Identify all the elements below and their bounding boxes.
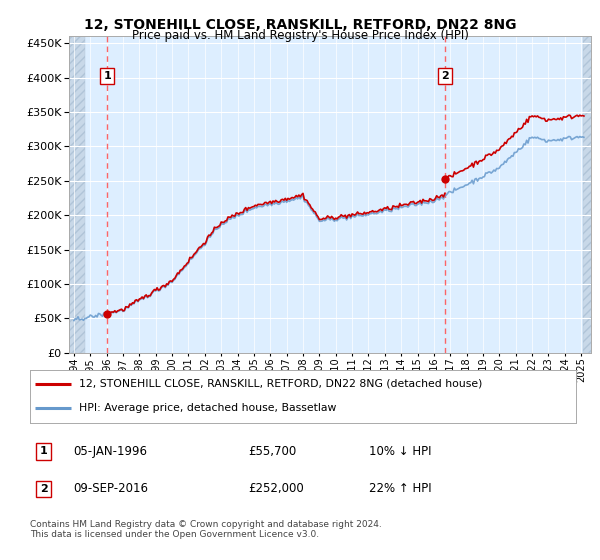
Text: 12, STONEHILL CLOSE, RANSKILL, RETFORD, DN22 8NG: 12, STONEHILL CLOSE, RANSKILL, RETFORD, … [84,18,516,32]
Bar [69,9,85,353]
Text: 10% ↓ HPI: 10% ↓ HPI [368,445,431,458]
Text: Contains HM Land Registry data © Crown copyright and database right 2024.
This d: Contains HM Land Registry data © Crown c… [30,520,382,539]
Text: 2: 2 [40,484,47,494]
Text: 09-SEP-2016: 09-SEP-2016 [74,482,149,496]
Text: £252,000: £252,000 [248,482,304,496]
Text: Price paid vs. HM Land Registry's House Price Index (HPI): Price paid vs. HM Land Registry's House … [131,29,469,42]
Text: HPI: Average price, detached house, Bassetlaw: HPI: Average price, detached house, Bass… [79,403,337,413]
Text: 12, STONEHILL CLOSE, RANSKILL, RETFORD, DN22 8NG (detached house): 12, STONEHILL CLOSE, RANSKILL, RETFORD, … [79,379,482,389]
Text: 1: 1 [103,71,111,81]
Text: 05-JAN-1996: 05-JAN-1996 [74,445,148,458]
Text: 1: 1 [40,446,47,456]
Text: 22% ↑ HPI: 22% ↑ HPI [368,482,431,496]
Text: 2: 2 [441,71,449,81]
Bar [583,9,599,353]
Text: £55,700: £55,700 [248,445,296,458]
